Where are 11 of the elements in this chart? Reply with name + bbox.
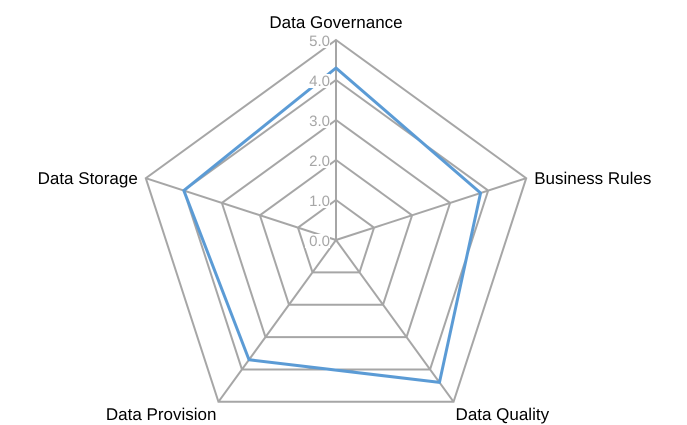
y-tick-label: 0.0 [309,233,330,250]
spoke-label: Data Quality [456,404,550,424]
y-tick-label: 2.0 [309,153,330,170]
spoke-label: Data Governance [269,13,403,32]
y-tick-label: 3.0 [309,113,330,130]
y-tick-label: 4.0 [309,73,330,90]
spoke-label: Data Storage [38,169,138,188]
y-tick-label: 1.0 [309,193,330,210]
spoke-label: Business Rules [534,169,652,188]
y-tick-label: 5.0 [309,33,330,50]
spoke-label: Data Provision [106,404,216,424]
